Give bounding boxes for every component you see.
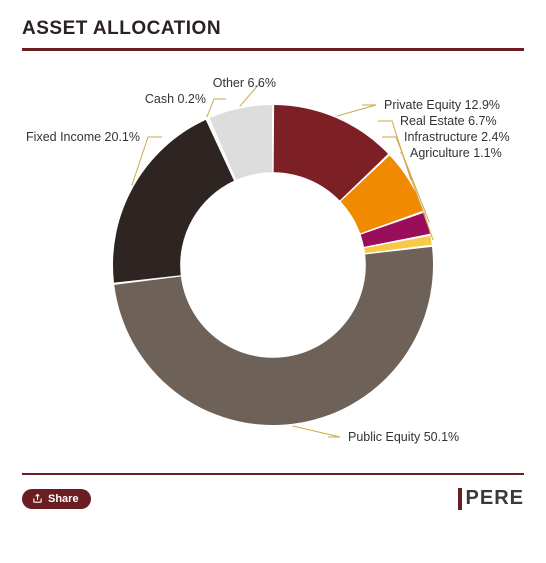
brand-text: PERE — [466, 487, 524, 510]
label-cash: Cash 0.2% — [145, 92, 206, 106]
label-other: Other 6.6% — [213, 76, 276, 90]
label-agriculture: Agriculture 1.1% — [410, 146, 502, 160]
leader-private_equity — [337, 105, 376, 116]
label-infrastructure: Infrastructure 2.4% — [404, 130, 510, 144]
share-button[interactable]: Share — [22, 489, 91, 509]
label-fixed_income: Fixed Income 20.1% — [26, 130, 140, 144]
chart-title: ASSET ALLOCATION — [22, 18, 524, 40]
leader-public_equity — [292, 426, 340, 437]
top-rule — [22, 48, 524, 51]
label-private_equity: Private Equity 12.9% — [384, 98, 500, 112]
brand-logo: PERE — [458, 487, 524, 510]
brand-bar-icon — [458, 488, 462, 510]
label-real_estate: Real Estate 6.7% — [400, 114, 497, 128]
share-icon — [32, 493, 43, 504]
donut-chart: Private Equity 12.9% Real Estate 6.7% Infr… — [22, 57, 524, 467]
bottom-rule — [22, 473, 524, 475]
footer: Share PERE — [22, 487, 524, 510]
label-public_equity: Public Equity 50.1% — [348, 430, 459, 444]
share-label: Share — [48, 493, 79, 505]
slice-fixed_income — [113, 120, 234, 283]
